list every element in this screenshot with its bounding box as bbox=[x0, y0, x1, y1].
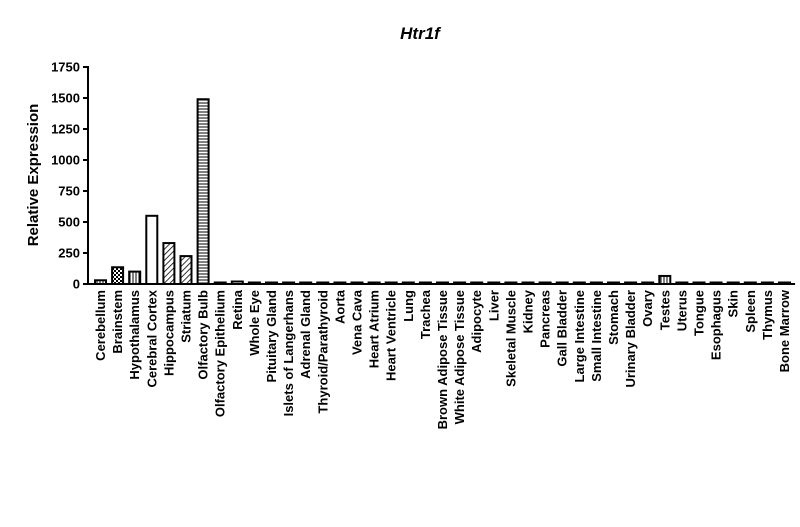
bar-testes bbox=[658, 274, 672, 286]
x-tick-label: Esophagus bbox=[709, 290, 724, 360]
bar-olfactory-bulb bbox=[196, 98, 210, 285]
y-axis-label: Relative Expression bbox=[25, 104, 42, 247]
x-axis: Cerebellum Brainstem Hypothalamus Cerebral … bbox=[87, 283, 796, 429]
y-tick-label: 500 bbox=[58, 215, 80, 230]
x-tick-label: Uterus bbox=[674, 290, 689, 331]
x-tick-label: Small Intestine bbox=[589, 290, 604, 382]
y-tick-label: 0 bbox=[73, 277, 80, 292]
x-tick-label: Testes bbox=[657, 290, 672, 330]
x-tick-label: Pancreas bbox=[538, 290, 553, 348]
x-tick-label: Lung bbox=[401, 290, 416, 322]
x-tick-label: Pituitary Gland bbox=[264, 290, 279, 383]
y-tick-label: 750 bbox=[58, 184, 80, 199]
x-tick-label: Liver bbox=[486, 290, 501, 321]
x-tick-label: Kidney bbox=[521, 289, 536, 333]
x-tick-label: Bone Marrow bbox=[777, 289, 792, 372]
y-tick-label: 1750 bbox=[51, 60, 80, 75]
x-tick-label: Adipocyte bbox=[469, 290, 484, 353]
bar-brainstem bbox=[111, 266, 125, 286]
x-tick-label: Hypothalamus bbox=[127, 290, 142, 380]
x-tick-label: Olfactory Epithelium bbox=[213, 290, 228, 417]
x-tick-label: Ovary bbox=[640, 289, 655, 327]
y-tick-label: 1250 bbox=[51, 122, 80, 137]
x-tick-label: Large Intestine bbox=[572, 290, 587, 382]
x-tick-label: Stomach bbox=[606, 290, 621, 345]
x-tick-label: Aorta bbox=[332, 289, 347, 324]
y-tick-label: 250 bbox=[58, 246, 80, 261]
x-tick-label: Retina bbox=[230, 289, 245, 330]
x-tick-label: Tongue bbox=[692, 290, 707, 336]
x-tick-label: Thyroid/Parathyroid bbox=[315, 290, 330, 414]
x-tick-label: Hippocampus bbox=[161, 290, 176, 376]
y-tick-label: 1000 bbox=[51, 153, 80, 168]
x-tick-label: Brainstem bbox=[110, 290, 125, 354]
x-tick-label: Urinary Bladder bbox=[623, 290, 638, 388]
bar-striatum bbox=[179, 255, 193, 286]
y-axis: 0 250 500 750 1000 1250 1500 1750 bbox=[51, 60, 89, 292]
x-tick-label: Spleen bbox=[743, 290, 758, 333]
x-tick-label: Trachea bbox=[418, 289, 433, 339]
x-tick-label: Skeletal Muscle bbox=[503, 290, 518, 387]
bar-hippocampus bbox=[162, 242, 176, 285]
chart-title: Htr1f bbox=[400, 24, 442, 43]
x-tick-label: Brown Adipose Tissue bbox=[435, 290, 450, 429]
x-tick-label: Adrenal Gland bbox=[298, 290, 313, 379]
y-tick-label: 1500 bbox=[51, 91, 80, 106]
x-tick-label: Striatum bbox=[179, 290, 194, 343]
x-tick-label: Cerebellum bbox=[93, 290, 108, 361]
x-tick-label: Olfactory Bulb bbox=[196, 290, 211, 380]
bar-cerebral-cortex bbox=[145, 214, 159, 285]
x-tick-label: White Adipose Tissue bbox=[452, 290, 467, 424]
x-tick-label: Whole Eye bbox=[247, 290, 262, 356]
x-tick-label: Cerebral Cortex bbox=[144, 289, 159, 387]
x-tick-label: Vena Cava bbox=[350, 289, 365, 355]
x-tick-label: Skin bbox=[726, 290, 741, 318]
x-tick-label: Thymus bbox=[760, 290, 775, 340]
x-tick-label: Islets of Langerhans bbox=[281, 290, 296, 416]
bars bbox=[94, 98, 791, 286]
x-tick-label: Heart Atrium bbox=[367, 290, 382, 368]
x-tick-label: Heart Ventricle bbox=[384, 290, 399, 381]
x-tick-label: Gall Bladder bbox=[555, 290, 570, 367]
bar-hypothalamus bbox=[128, 270, 142, 286]
